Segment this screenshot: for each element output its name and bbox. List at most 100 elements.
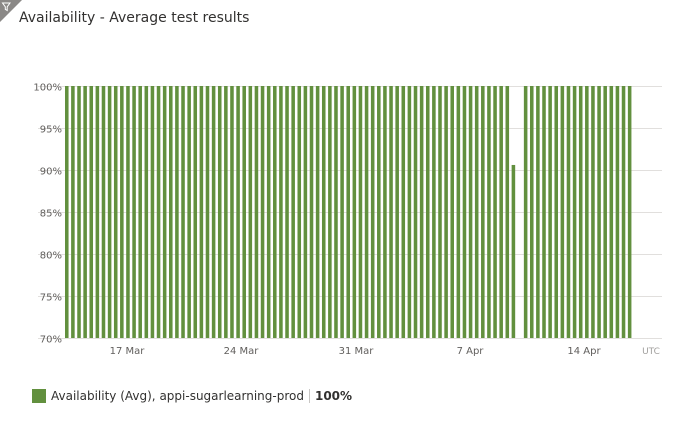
- bar: [523, 86, 528, 338]
- bar: [377, 86, 381, 338]
- legend-divider: [308, 389, 310, 403]
- legend-label: Availability (Avg), appi-sugarlearning-p…: [51, 389, 304, 403]
- bar: [334, 86, 338, 338]
- bar: [107, 86, 112, 338]
- bar: [413, 86, 418, 338]
- bar: [450, 86, 454, 338]
- bar: [511, 164, 516, 338]
- bar: [542, 86, 546, 338]
- filter-icon[interactable]: [0, 0, 22, 22]
- bar: [383, 86, 387, 338]
- bar: [224, 86, 228, 338]
- bar: [156, 86, 161, 338]
- bar: [474, 86, 479, 338]
- bar: [585, 86, 589, 338]
- y-tick-label: 85%: [40, 209, 62, 220]
- bar: [297, 86, 302, 338]
- bar: [260, 86, 265, 338]
- bar: [236, 86, 240, 338]
- bar: [65, 86, 69, 338]
- bar: [419, 86, 424, 338]
- bar: [230, 86, 234, 338]
- bar: [529, 86, 534, 338]
- bar: [321, 86, 326, 338]
- bar: [603, 86, 607, 338]
- bar: [536, 86, 540, 338]
- bar: [505, 86, 510, 338]
- bar: [407, 86, 412, 338]
- bar: [481, 86, 485, 338]
- bar: [358, 86, 363, 338]
- bar: [113, 86, 118, 338]
- bar: [364, 86, 369, 338]
- bar: [548, 86, 552, 338]
- bar: [266, 86, 271, 338]
- bar: [254, 86, 259, 338]
- bar: [554, 86, 559, 338]
- bar: [572, 86, 577, 338]
- chart-title: Availability - Average test results: [19, 10, 250, 26]
- x-tick-label: 17 Mar: [110, 346, 146, 357]
- bar: [444, 86, 448, 338]
- bar: [150, 86, 155, 338]
- bar: [162, 86, 167, 338]
- x-unit-label: UTC: [642, 347, 660, 357]
- bar: [627, 86, 632, 338]
- bar: [315, 86, 320, 338]
- y-tick-label: 75%: [40, 293, 62, 304]
- bar: [169, 86, 173, 338]
- bar: [291, 86, 295, 338]
- bar: [462, 86, 467, 338]
- bar: [493, 86, 497, 338]
- bar: [279, 86, 283, 338]
- bar: [205, 86, 210, 338]
- bar: [211, 86, 216, 338]
- bar: [352, 86, 357, 338]
- bar: [242, 86, 246, 338]
- bar: [438, 86, 442, 338]
- bar: [621, 86, 626, 338]
- bar: [193, 86, 198, 338]
- bar: [77, 86, 81, 338]
- bar: [95, 86, 100, 338]
- bar: [89, 86, 94, 338]
- bar: [432, 86, 436, 338]
- bar: [181, 86, 185, 338]
- legend-item[interactable]: Availability (Avg), appi-sugarlearning-p…: [32, 387, 352, 405]
- bar: [340, 86, 344, 338]
- bar: [120, 86, 124, 338]
- y-tick-label: 100%: [33, 83, 62, 94]
- y-tick-label: 70%: [40, 335, 62, 346]
- bar: [597, 86, 601, 338]
- x-tick-label: 7 Apr: [457, 346, 485, 357]
- bar: [132, 86, 136, 338]
- bar: [401, 86, 406, 338]
- bar: [309, 86, 314, 338]
- legend-swatch: [32, 389, 46, 403]
- bar: [138, 86, 142, 338]
- bar: [199, 86, 204, 338]
- x-tick-label: 14 Apr: [567, 346, 601, 357]
- bar: [248, 86, 253, 338]
- bar: [389, 86, 393, 338]
- bar: [303, 86, 308, 338]
- bar: [425, 86, 430, 338]
- bar: [328, 86, 332, 338]
- bar: [468, 86, 473, 338]
- bar: [566, 86, 571, 338]
- bar: [395, 86, 399, 338]
- x-tick-label: 24 Mar: [224, 346, 260, 357]
- bar: [175, 86, 179, 338]
- bar: [578, 86, 583, 338]
- bar: [591, 86, 595, 338]
- bar: [217, 86, 222, 338]
- bar: [101, 86, 106, 338]
- y-tick-label: 90%: [40, 167, 62, 178]
- bar: [285, 86, 289, 338]
- bar: [609, 86, 614, 338]
- bar-chart: 100% 95% 90% 85% 80% 75% 70% 17 Mar 24 Mar 31 Mar…: [33, 83, 662, 357]
- bar: [560, 86, 565, 338]
- bar: [187, 86, 191, 338]
- bar: [83, 86, 87, 338]
